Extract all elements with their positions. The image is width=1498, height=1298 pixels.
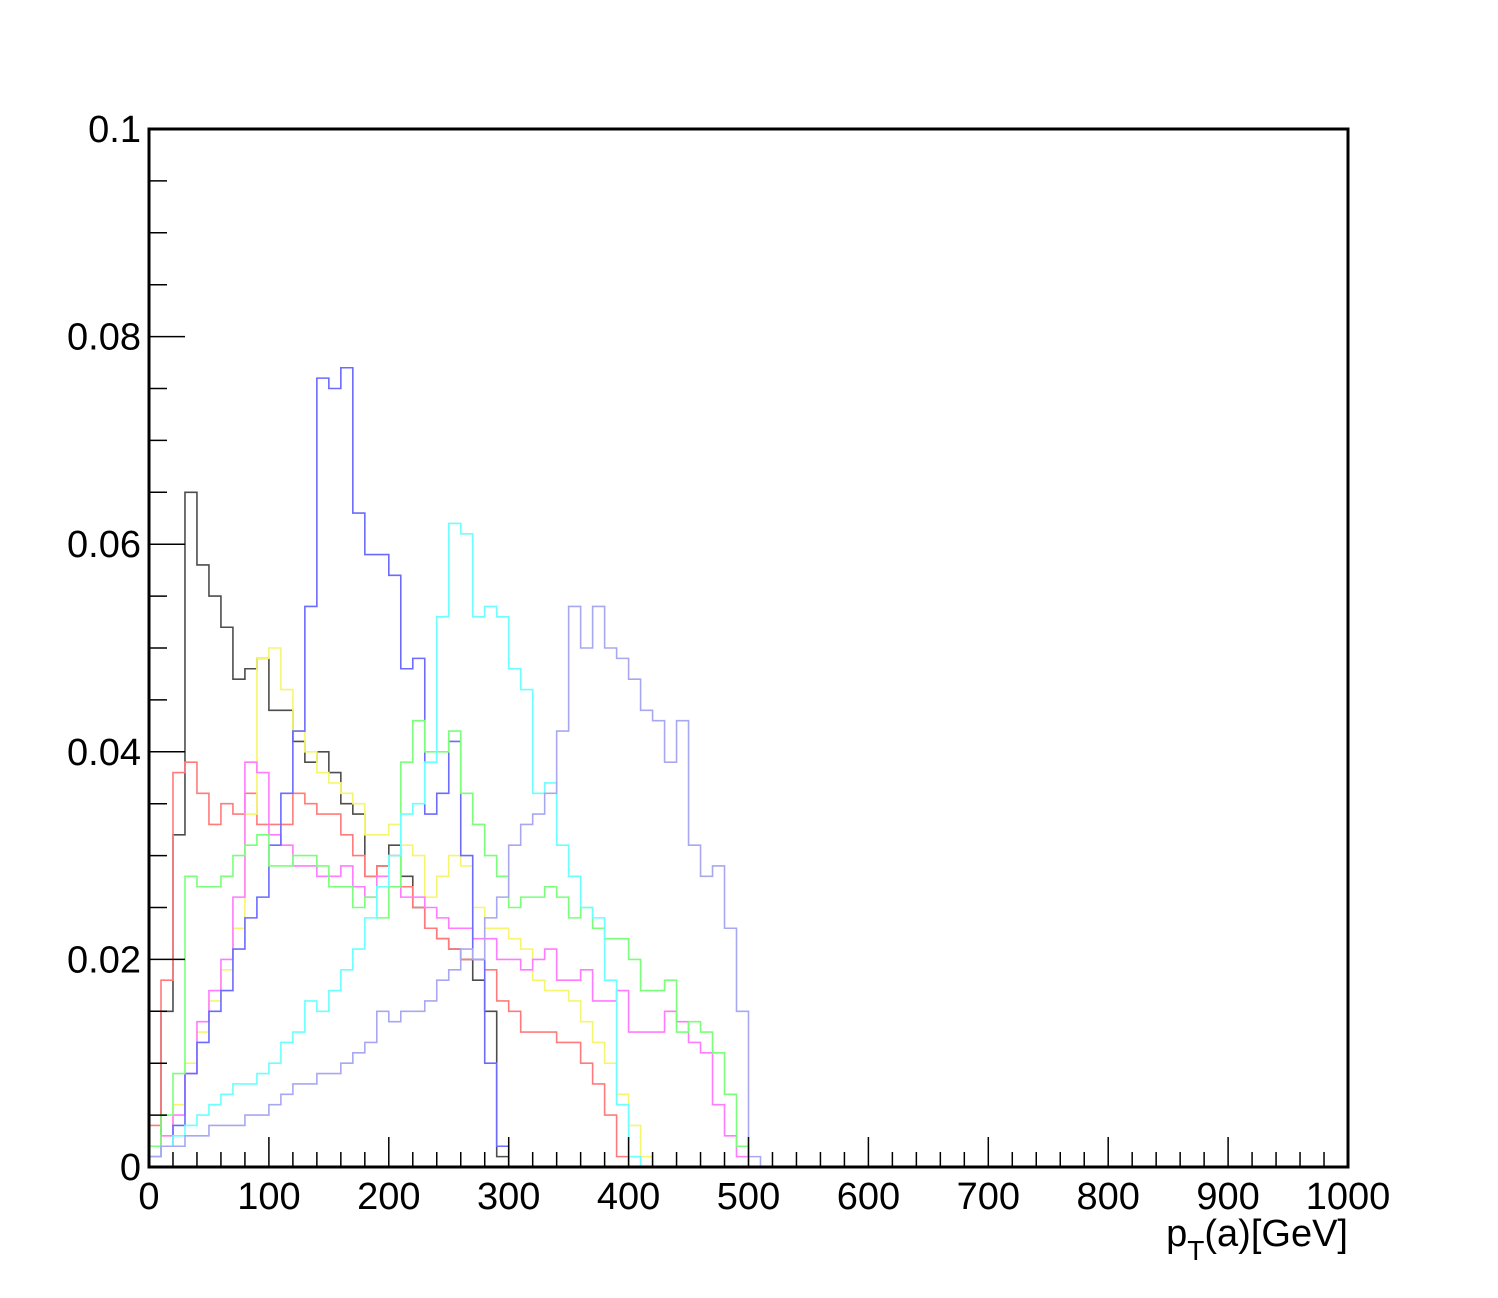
x-axis-title: pT(a)[GeV] [1166,1213,1348,1266]
histogram-series-6 [148,719,1348,1168]
ticks-layer [148,128,1349,1168]
x-tick-label: 600 [837,1176,900,1218]
y-tick-label: 0.08 [67,317,141,359]
x-tick-label: 1000 [1306,1176,1391,1218]
x-tick-label: 900 [1196,1176,1259,1218]
tick-labels-layer: 0 100 200 300 400 500 600 700 800 900 1000 0 0.02 0.0… [67,109,1390,1218]
histogram-series-4 [148,761,1348,1168]
x-axis-title-main: p [1166,1213,1187,1255]
x-tick-label: 300 [477,1176,540,1218]
histogram-series-7 [148,522,1348,1168]
y-tick-label: 0.1 [88,109,141,151]
x-tick-label: 0 [138,1176,159,1218]
y-tick-label: 0.04 [67,732,141,774]
x-axis-title-rest: (a)[GeV] [1204,1213,1348,1255]
x-axis-title-subscript: T [1187,1235,1204,1266]
y-tick-label: 0.02 [67,939,141,981]
x-tick-label: 400 [597,1176,660,1218]
x-tick-label: 200 [357,1176,420,1218]
y-tick-label: 0.06 [67,524,141,566]
x-tick-label: 700 [957,1176,1020,1218]
x-tick-label: 500 [717,1176,780,1218]
series-layer [148,366,1348,1168]
x-tick-label: 800 [1076,1176,1139,1218]
histogram-series-8 [148,605,1348,1168]
y-tick-label: 0 [120,1147,141,1189]
x-tick-label: 100 [237,1176,300,1218]
histogram-series-5 [148,366,1348,1168]
